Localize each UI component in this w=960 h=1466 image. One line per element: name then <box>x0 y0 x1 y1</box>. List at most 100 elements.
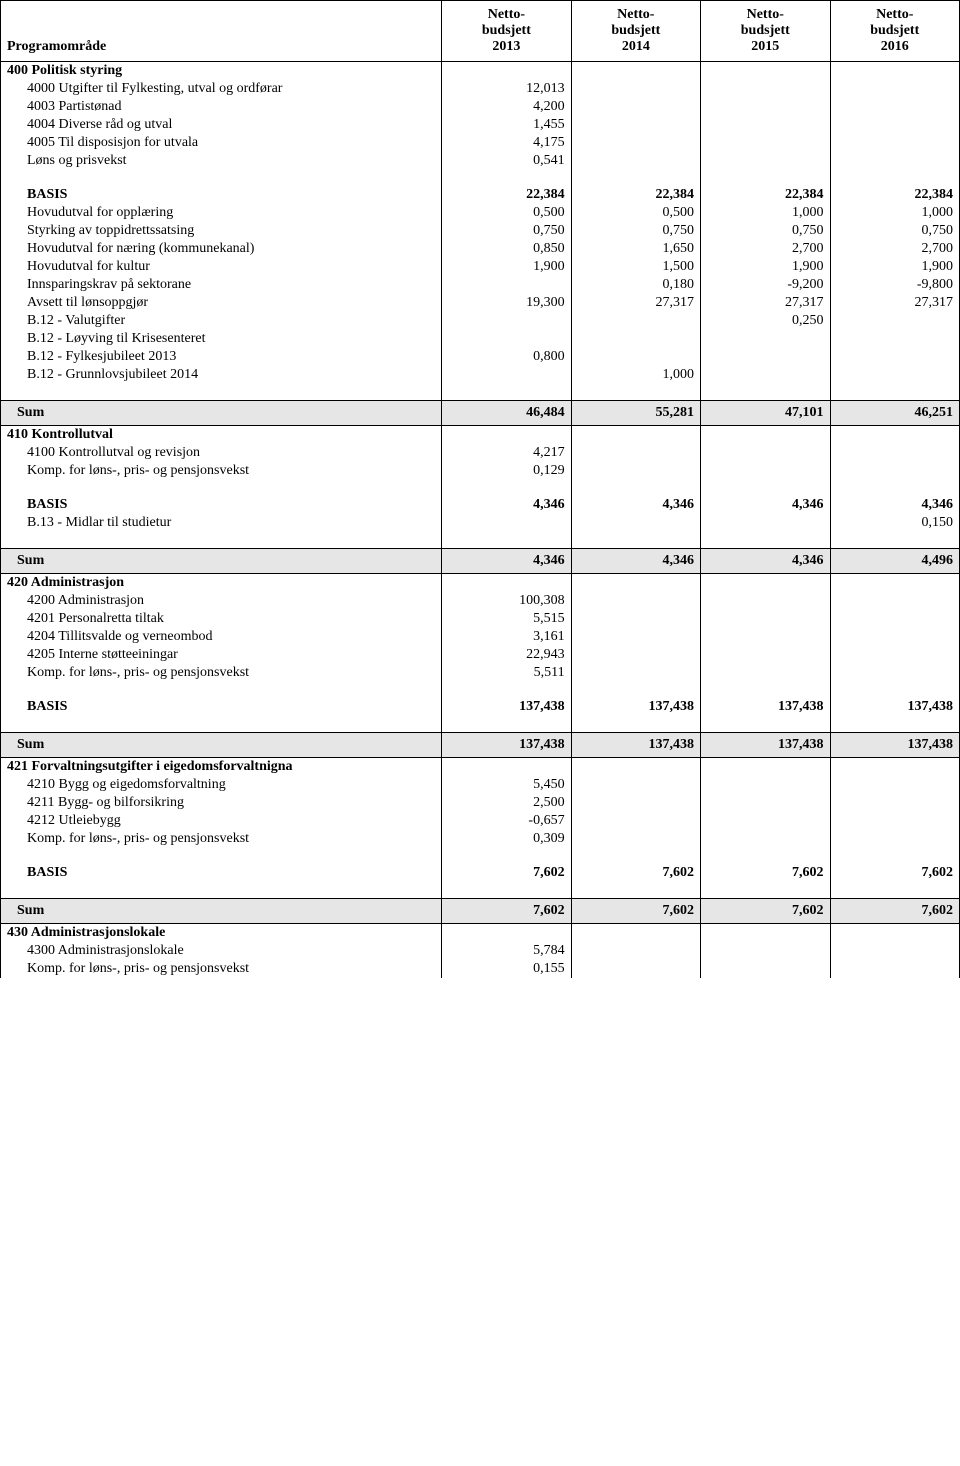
row-value: 137,438 <box>701 733 830 758</box>
row-value <box>701 628 830 646</box>
detail-label: 4003 Partistønad <box>1 98 442 116</box>
row-value: -9,800 <box>830 276 960 294</box>
spacer-cell <box>701 532 830 549</box>
spacer-cell <box>1 716 442 733</box>
adjust-label: B.12 - Grunnlovsjubileet 2014 <box>1 366 442 384</box>
detail-row: 4201 Personalretta tiltak5,515 <box>1 610 960 628</box>
row-value <box>701 98 830 116</box>
row-value: -0,657 <box>442 812 571 830</box>
row-value: 137,438 <box>830 698 960 716</box>
header-year: 2015 <box>751 39 779 54</box>
row-value <box>830 812 960 830</box>
row-value <box>442 574 571 593</box>
adjust-row: Hovudutval for opplæring0,5000,5001,0001… <box>1 204 960 222</box>
row-value <box>571 664 700 682</box>
row-value <box>701 664 830 682</box>
row-value: 27,317 <box>701 294 830 312</box>
row-value: 0,750 <box>701 222 830 240</box>
row-value <box>701 646 830 664</box>
row-value <box>571 830 700 848</box>
row-value <box>571 628 700 646</box>
row-value <box>830 426 960 445</box>
row-value <box>701 942 830 960</box>
row-value <box>830 80 960 98</box>
spacer-cell <box>442 480 571 496</box>
detail-label: Løns og prisvekst <box>1 152 442 170</box>
basis-label: BASIS <box>1 186 442 204</box>
detail-row: 4100 Kontrollutval og revisjon4,217 <box>1 444 960 462</box>
sum-label: Sum <box>1 899 442 924</box>
sum-row: Sum46,48455,28147,10146,251 <box>1 401 960 426</box>
row-value: 1,455 <box>442 116 571 134</box>
row-value: 0,150 <box>830 514 960 532</box>
row-value: 5,784 <box>442 942 571 960</box>
row-value: 7,602 <box>571 864 700 882</box>
row-value <box>830 116 960 134</box>
sum-label: Sum <box>1 549 442 574</box>
row-value <box>571 960 700 978</box>
adjust-label: Styrking av toppidrettssatsing <box>1 222 442 240</box>
row-value <box>830 924 960 943</box>
row-value <box>830 794 960 812</box>
spacer-row <box>1 480 960 496</box>
detail-label: 4211 Bygg- og bilforsikring <box>1 794 442 812</box>
spacer-row <box>1 848 960 864</box>
row-value: 5,515 <box>442 610 571 628</box>
row-value <box>571 610 700 628</box>
row-value: 137,438 <box>442 698 571 716</box>
row-value: 2,500 <box>442 794 571 812</box>
row-value: 4,346 <box>571 496 700 514</box>
detail-row: 4200 Administrasjon100,308 <box>1 592 960 610</box>
spacer-cell <box>571 716 700 733</box>
row-value <box>830 366 960 384</box>
row-value: 0,750 <box>442 222 571 240</box>
row-value <box>442 62 571 81</box>
adjust-row: Hovudutval for kultur1,9001,5001,9001,90… <box>1 258 960 276</box>
row-value <box>701 794 830 812</box>
sum-row: Sum7,6027,6027,6027,602 <box>1 899 960 924</box>
row-value: 4,217 <box>442 444 571 462</box>
adjust-label: Avsett til lønsoppgjør <box>1 294 442 312</box>
basis-label: BASIS <box>1 864 442 882</box>
spacer-row <box>1 384 960 401</box>
header-year: 2013 <box>492 39 520 54</box>
spacer-cell <box>571 480 700 496</box>
header-line2: budsjett <box>482 23 531 38</box>
row-value <box>830 776 960 794</box>
header-col-2016: Netto- budsjett 2016 <box>830 1 960 62</box>
detail-label: 4100 Kontrollutval og revisjon <box>1 444 442 462</box>
header-program-label: Programområde <box>7 39 106 54</box>
detail-row: 4204 Tillitsvalde og verneombod3,161 <box>1 628 960 646</box>
spacer-cell <box>830 848 960 864</box>
budget-page: Programområde Netto- budsjett 2013 Netto… <box>0 0 960 978</box>
row-value: 1,000 <box>571 366 700 384</box>
row-value <box>830 152 960 170</box>
row-value <box>830 574 960 593</box>
row-value <box>442 366 571 384</box>
adjust-row: B.13 - Midlar til studietur0,150 <box>1 514 960 532</box>
spacer-cell <box>442 848 571 864</box>
row-value <box>830 664 960 682</box>
row-value: 55,281 <box>571 401 700 426</box>
detail-row: 4210 Bygg og eigedomsforvaltning5,450 <box>1 776 960 794</box>
basis-row: BASIS22,38422,38422,38422,384 <box>1 186 960 204</box>
table-header: Programområde Netto- budsjett 2013 Netto… <box>1 1 960 62</box>
header-line1: Netto- <box>876 7 913 22</box>
adjust-label: Hovudutval for opplæring <box>1 204 442 222</box>
table-body: 400 Politisk styring4000 Utgifter til Fy… <box>1 62 960 979</box>
row-value <box>830 62 960 81</box>
spacer-cell <box>571 682 700 698</box>
adjust-row: B.12 - Løyving til Krisesenteret <box>1 330 960 348</box>
row-value: 4,200 <box>442 98 571 116</box>
header-line2: budsjett <box>611 23 660 38</box>
row-value: 0,750 <box>830 222 960 240</box>
basis-row: BASIS137,438137,438137,438137,438 <box>1 698 960 716</box>
section-header-row: 421 Forvaltningsutgifter i eigedomsforva… <box>1 758 960 777</box>
spacer-cell <box>1 848 442 864</box>
spacer-cell <box>442 882 571 899</box>
spacer-cell <box>701 848 830 864</box>
basis-row: BASIS7,6027,6027,6027,602 <box>1 864 960 882</box>
header-line1: Netto- <box>747 7 784 22</box>
detail-row: 4000 Utgifter til Fylkesting, utval og o… <box>1 80 960 98</box>
detail-label: 4000 Utgifter til Fylkesting, utval og o… <box>1 80 442 98</box>
